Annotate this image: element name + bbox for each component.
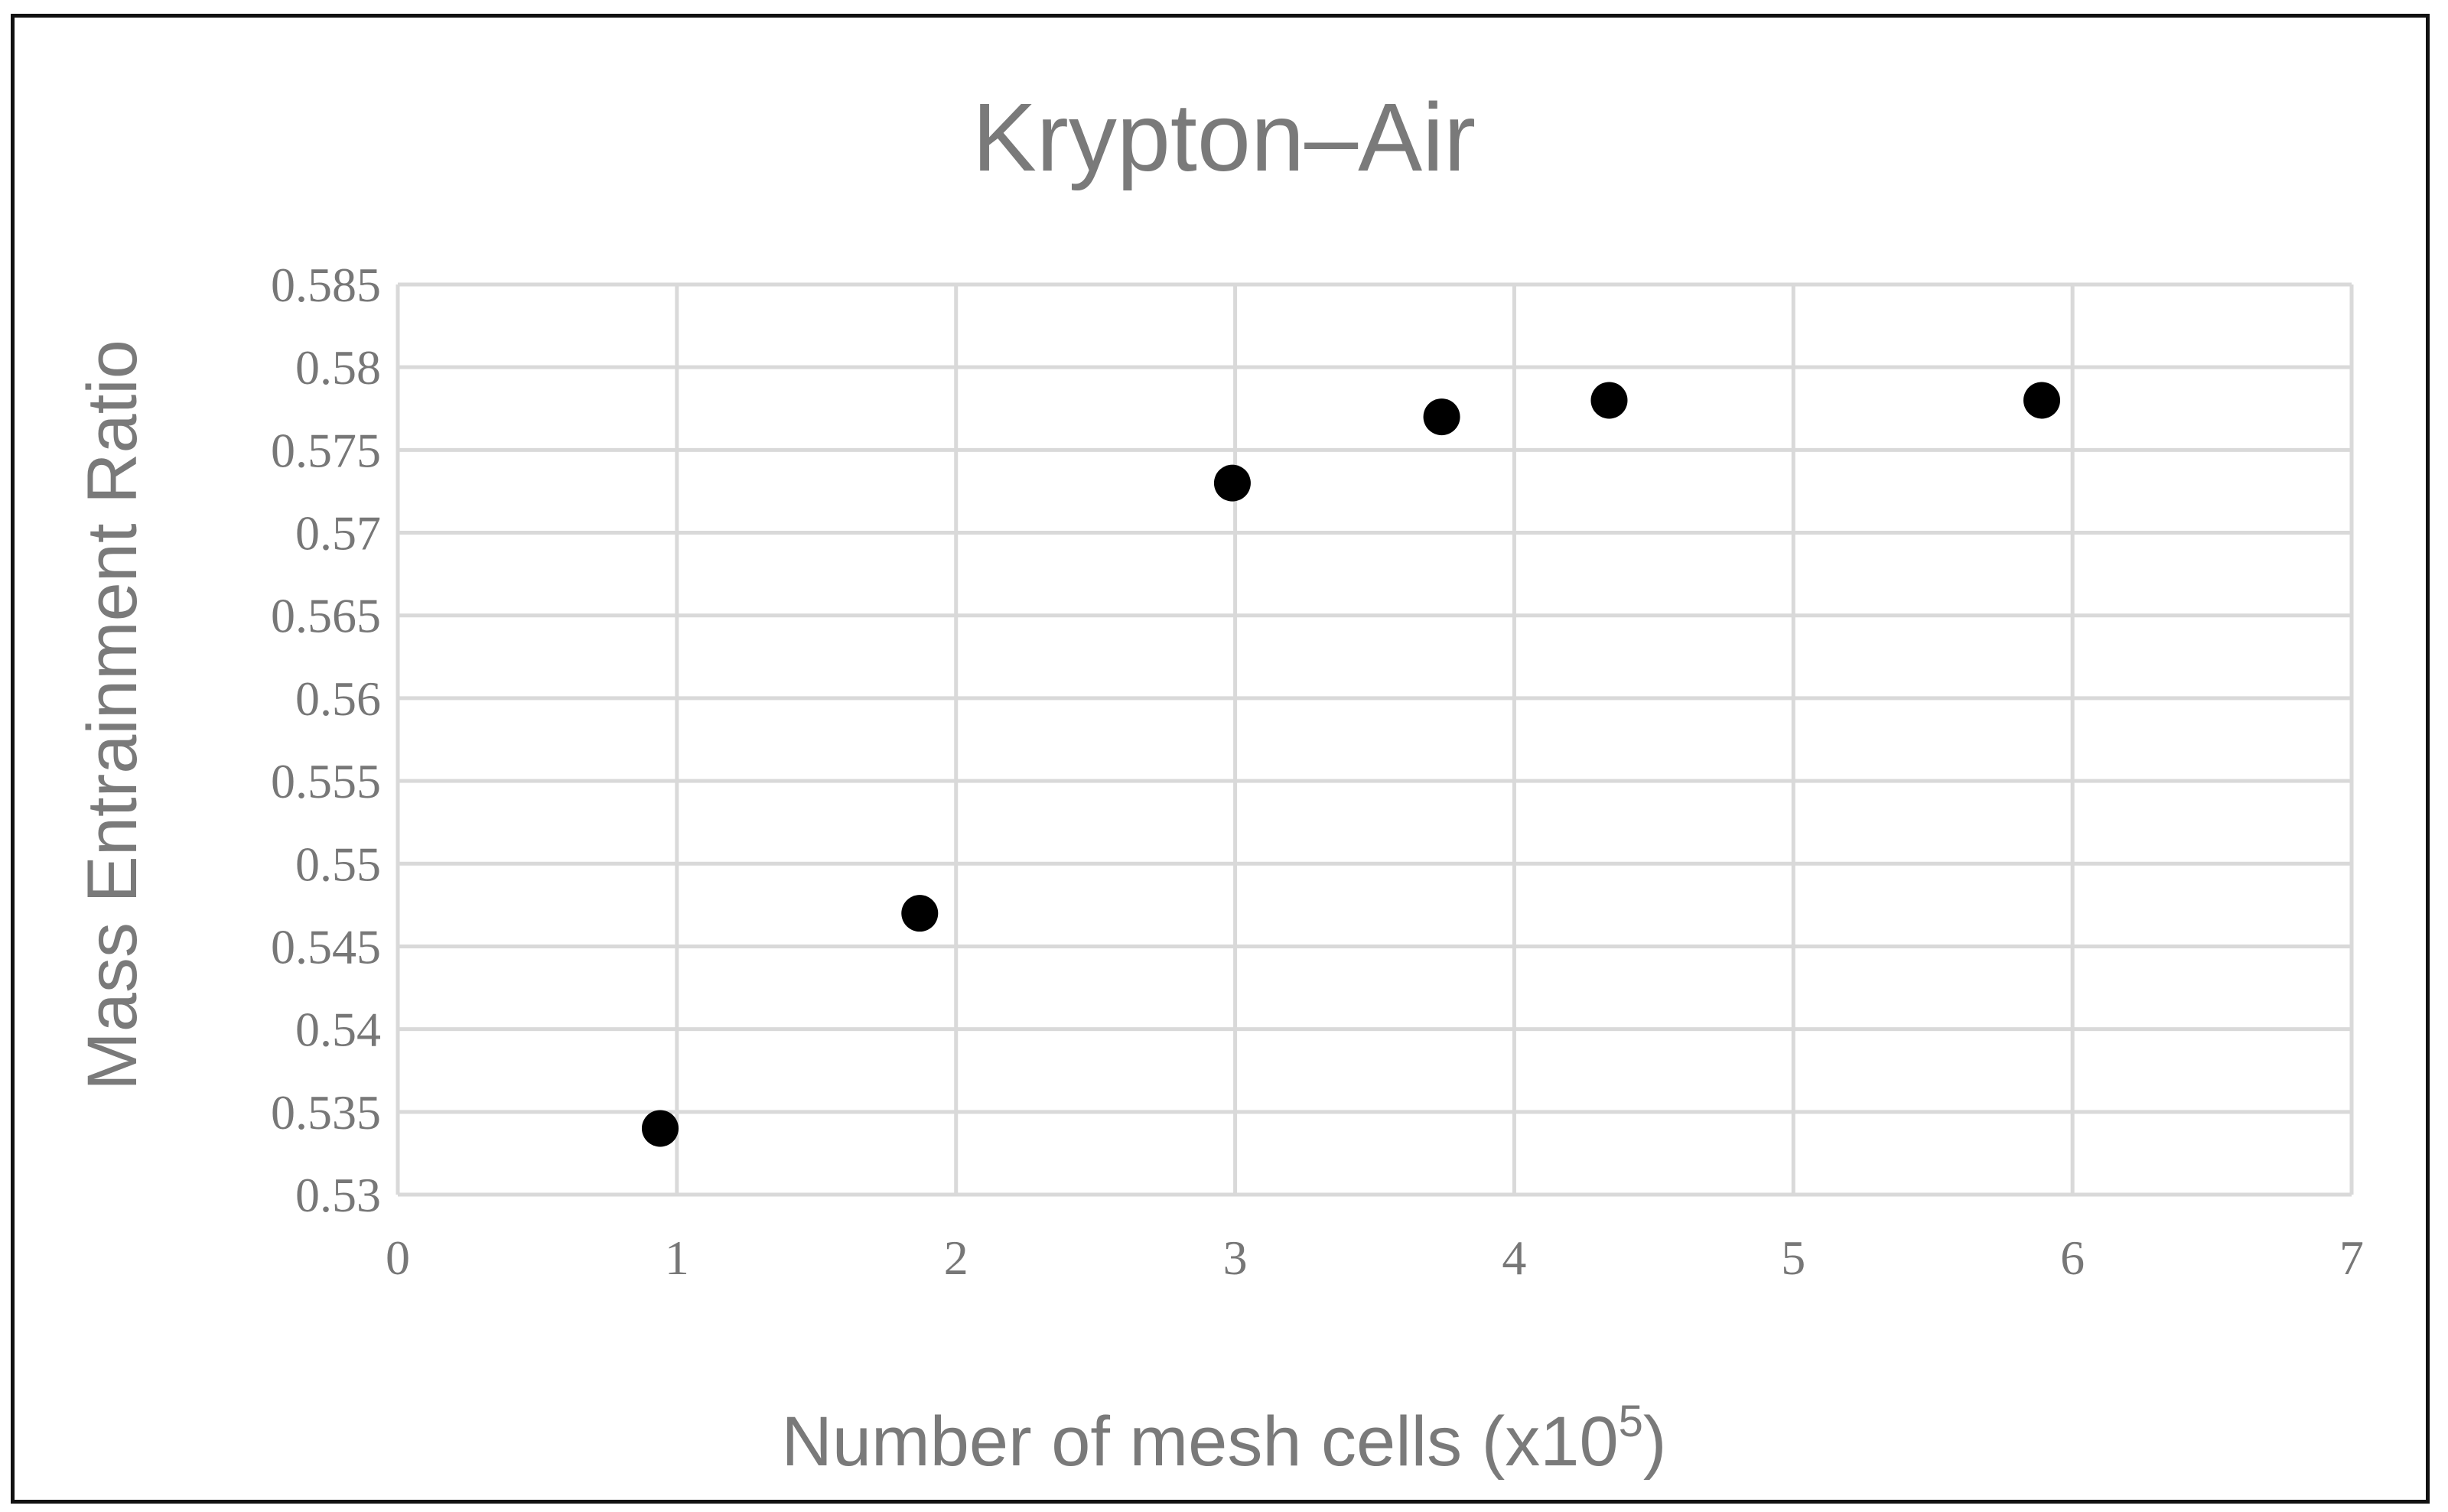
x-tick-label: 2	[944, 1231, 968, 1285]
x-tick-label: 5	[1781, 1231, 1805, 1285]
y-axis-title: Mass Entrainment Ratio	[73, 340, 151, 1091]
y-tick-label: 0.54	[295, 1003, 381, 1057]
y-tick-label: 0.535	[271, 1085, 381, 1140]
x-tick-label: 4	[1502, 1231, 1526, 1285]
y-tick-label: 0.545	[271, 919, 381, 974]
y-tick-label: 0.565	[271, 589, 381, 643]
x-axis-title-main: Number of mesh cells (x10	[781, 1403, 1618, 1481]
y-tick-label: 0.585	[271, 258, 381, 312]
x-tick-label: 1	[665, 1231, 689, 1285]
data-point	[2023, 382, 2061, 419]
y-tick-label: 0.56	[295, 671, 381, 726]
x-tick-label: 0	[386, 1231, 410, 1285]
data-points	[641, 382, 2061, 1147]
y-tick-label: 0.58	[295, 340, 381, 395]
x-axis-title-suffix: )	[1643, 1403, 1667, 1481]
grid	[396, 282, 2354, 1197]
y-tick-label: 0.575	[271, 423, 381, 477]
x-tick-label: 3	[1223, 1231, 1248, 1285]
x-axis-title-superscript: 5	[1619, 1397, 1643, 1446]
data-point	[1590, 382, 1628, 419]
y-tick-label: 0.57	[295, 506, 381, 561]
x-tick-label: 6	[2060, 1231, 2085, 1285]
chart-frame	[11, 14, 2430, 1504]
data-point	[1213, 464, 1251, 502]
tick-labels: 0.53 0.535 0.54 0.545 0.55 0.555 0.56 0.565 0.57…	[271, 258, 2364, 1285]
chart-title: Krypton–Air	[972, 83, 1476, 191]
y-tick-label: 0.55	[295, 837, 381, 891]
data-point	[641, 1110, 679, 1147]
data-point	[901, 895, 939, 932]
x-axis-title: Number of mesh cells (x105)	[781, 1397, 1666, 1481]
y-tick-label: 0.53	[295, 1168, 381, 1222]
x-tick-label: 7	[2339, 1231, 2364, 1285]
y-tick-label: 0.555	[271, 754, 381, 808]
data-point	[1423, 398, 1460, 436]
